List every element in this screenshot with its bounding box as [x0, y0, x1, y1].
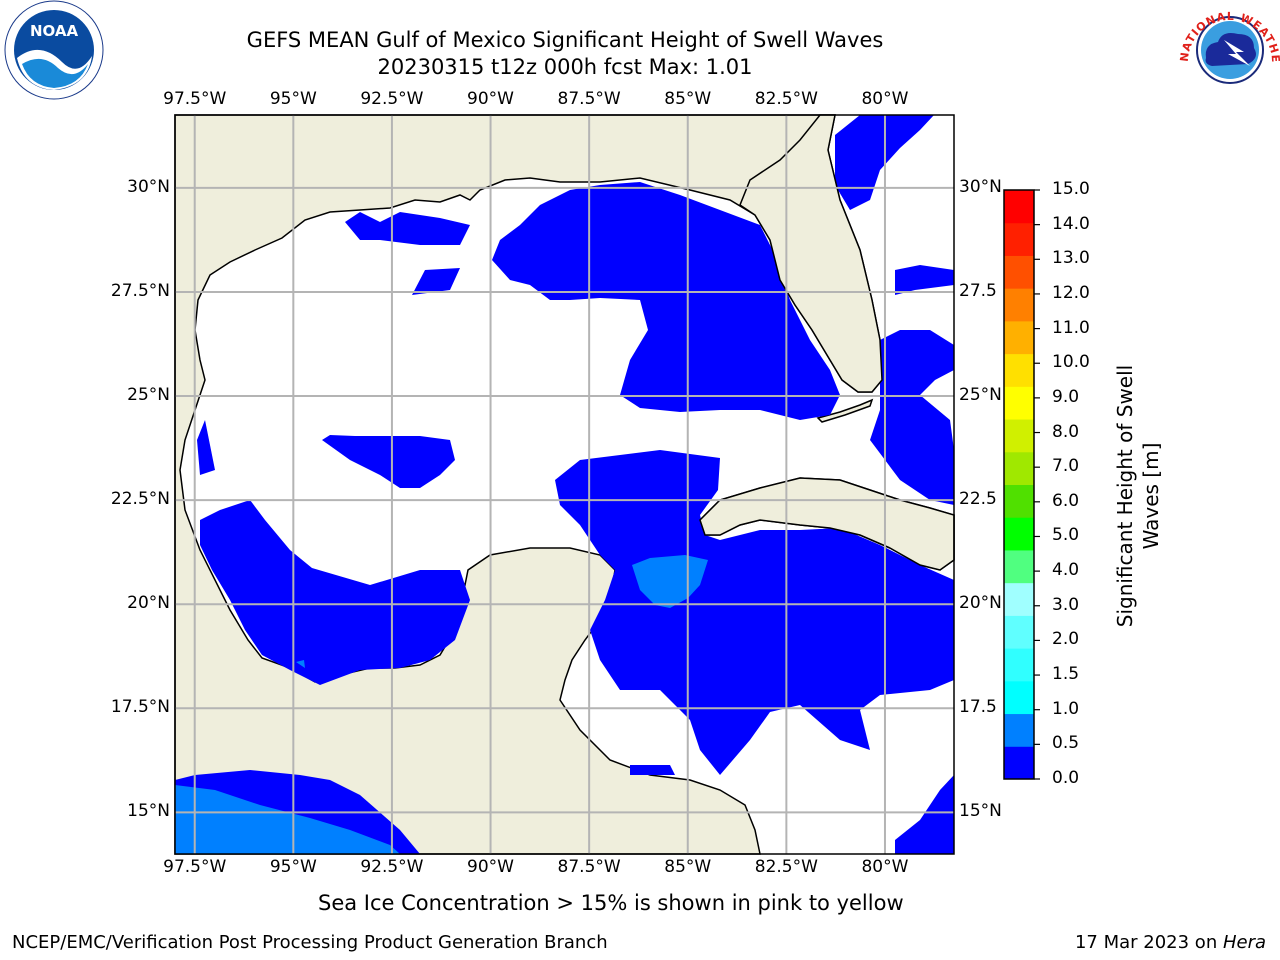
colorbar-title: Significant Height of Swell Waves [m] — [1112, 336, 1164, 656]
lat-label-right: 30°N — [959, 176, 1002, 197]
swell-region-caribbean — [555, 450, 954, 775]
colorbar-tick-label: 11.0 — [1052, 317, 1090, 338]
colorbar-title-line2: Waves [m] — [1139, 442, 1163, 550]
swell-region-bay-of-campeche — [200, 500, 470, 685]
footer-organization: NCEP/EMC/Verification Post Processing Pr… — [12, 932, 608, 953]
plot-title-line2: 20230315 t12z 000h fcst Max: 1.01 — [377, 55, 753, 79]
footer-machine: Hera — [1222, 932, 1266, 953]
lon-label-bottom: 90°W — [467, 857, 514, 877]
lon-label-top: 82.5°W — [754, 89, 818, 109]
lon-label-bottom: 82.5°W — [754, 857, 818, 877]
lon-label-bottom: 97.5°W — [163, 857, 227, 877]
lat-label-right: 20°N — [959, 593, 1002, 614]
lon-label-top: 85°W — [664, 89, 712, 109]
colorbar-tick-label: 0.5 — [1052, 733, 1080, 754]
colorbar-tick-label: 13.0 — [1052, 248, 1090, 269]
lon-label-top: 80°W — [861, 89, 909, 109]
colorbar-tick-label: 0.0 — [1052, 768, 1080, 788]
sea-ice-caption: Sea Ice Concentration > 15% is shown in … — [318, 891, 904, 915]
lon-label-top: 95°W — [269, 89, 317, 109]
lat-label-left: 27.5°N — [110, 280, 170, 301]
swell-region-bahamas — [870, 330, 954, 505]
land-keys — [816, 398, 874, 423]
swell-region-eastern-gulf — [492, 182, 840, 420]
lon-label-top: 97.5°W — [163, 89, 227, 109]
plot-title-line1: GEFS MEAN Gulf of Mexico Significant Hei… — [246, 28, 884, 52]
lat-label-right: 22.5 — [959, 489, 997, 510]
footer-date: 17 Mar 2023 on Hera — [1075, 932, 1266, 953]
map-frame — [174, 114, 955, 855]
map-gridlines — [175, 115, 954, 854]
swell-region-east-patch — [895, 265, 954, 295]
swell-region-northwest-patch — [345, 212, 470, 245]
colorbar-tick-label: 1.0 — [1052, 698, 1080, 719]
colorbar-tick-label: 12.0 — [1052, 282, 1090, 303]
colorbar-tick-label: 14.0 — [1052, 213, 1090, 234]
colorbar-tick-label: 10.0 — [1052, 352, 1090, 373]
colorbar-tick-label: 6.0 — [1052, 490, 1080, 511]
colorbar-tick-label: 15.0 — [1052, 179, 1090, 199]
colorbar-title-line1: Significant Height of Swell — [1113, 364, 1137, 628]
colorbar-tick-label: 3.0 — [1052, 594, 1080, 615]
lon-label-top: 90°W — [467, 89, 514, 109]
lat-label-right: 25°N — [959, 385, 1002, 406]
swell-region-honduras-patch — [630, 765, 675, 775]
lat-label-left: 15°N — [127, 801, 170, 822]
lat-label-left: 25°N — [127, 385, 170, 406]
lat-label-left: 17.5°N — [110, 697, 170, 718]
lon-label-bottom: 95°W — [269, 857, 317, 877]
lat-label-left: 20°N — [127, 593, 170, 614]
swell-region-coast-dot — [296, 660, 305, 668]
lat-label-right: 17.5 — [959, 697, 997, 718]
colorbar-tick-label: 5.0 — [1052, 525, 1080, 546]
colorbar-tick-label: 1.5 — [1052, 664, 1080, 685]
lon-label-top: 92.5°W — [360, 89, 424, 109]
lon-label-bottom: 85°W — [664, 857, 712, 877]
lon-label-bottom: 92.5°W — [360, 857, 424, 877]
lon-label-bottom: 87.5°W — [557, 857, 621, 877]
colorbar-tick-label: 2.0 — [1052, 629, 1080, 650]
colorbar-tick-label: 4.0 — [1052, 560, 1080, 581]
colorbar-tick-label: 7.0 — [1052, 456, 1080, 477]
lat-label-right: 27.5 — [959, 280, 997, 301]
swell-region-southeast-corner — [895, 775, 954, 854]
land-florida — [739, 114, 883, 393]
swell-layer — [175, 114, 955, 854]
swell-region-caribbean-core — [632, 555, 708, 608]
colorbar-tick-label: 8.0 — [1052, 421, 1080, 442]
swell-region-pacific-mid — [175, 785, 400, 854]
colorbar-tick-label: 9.0 — [1052, 386, 1080, 407]
lat-label-left: 30°N — [127, 176, 170, 197]
swell-region-central-band — [322, 435, 455, 488]
lat-label-right: 15°N — [959, 801, 1002, 822]
footer-date-text: 17 Mar 2023 on — [1074, 932, 1223, 953]
lon-label-bottom: 80°W — [861, 857, 909, 877]
swell-region-western-edge — [197, 420, 215, 475]
lat-label-left: 22.5°N — [110, 489, 170, 510]
lon-label-top: 87.5°W — [557, 89, 621, 109]
swell-region-small-patch — [412, 268, 460, 295]
